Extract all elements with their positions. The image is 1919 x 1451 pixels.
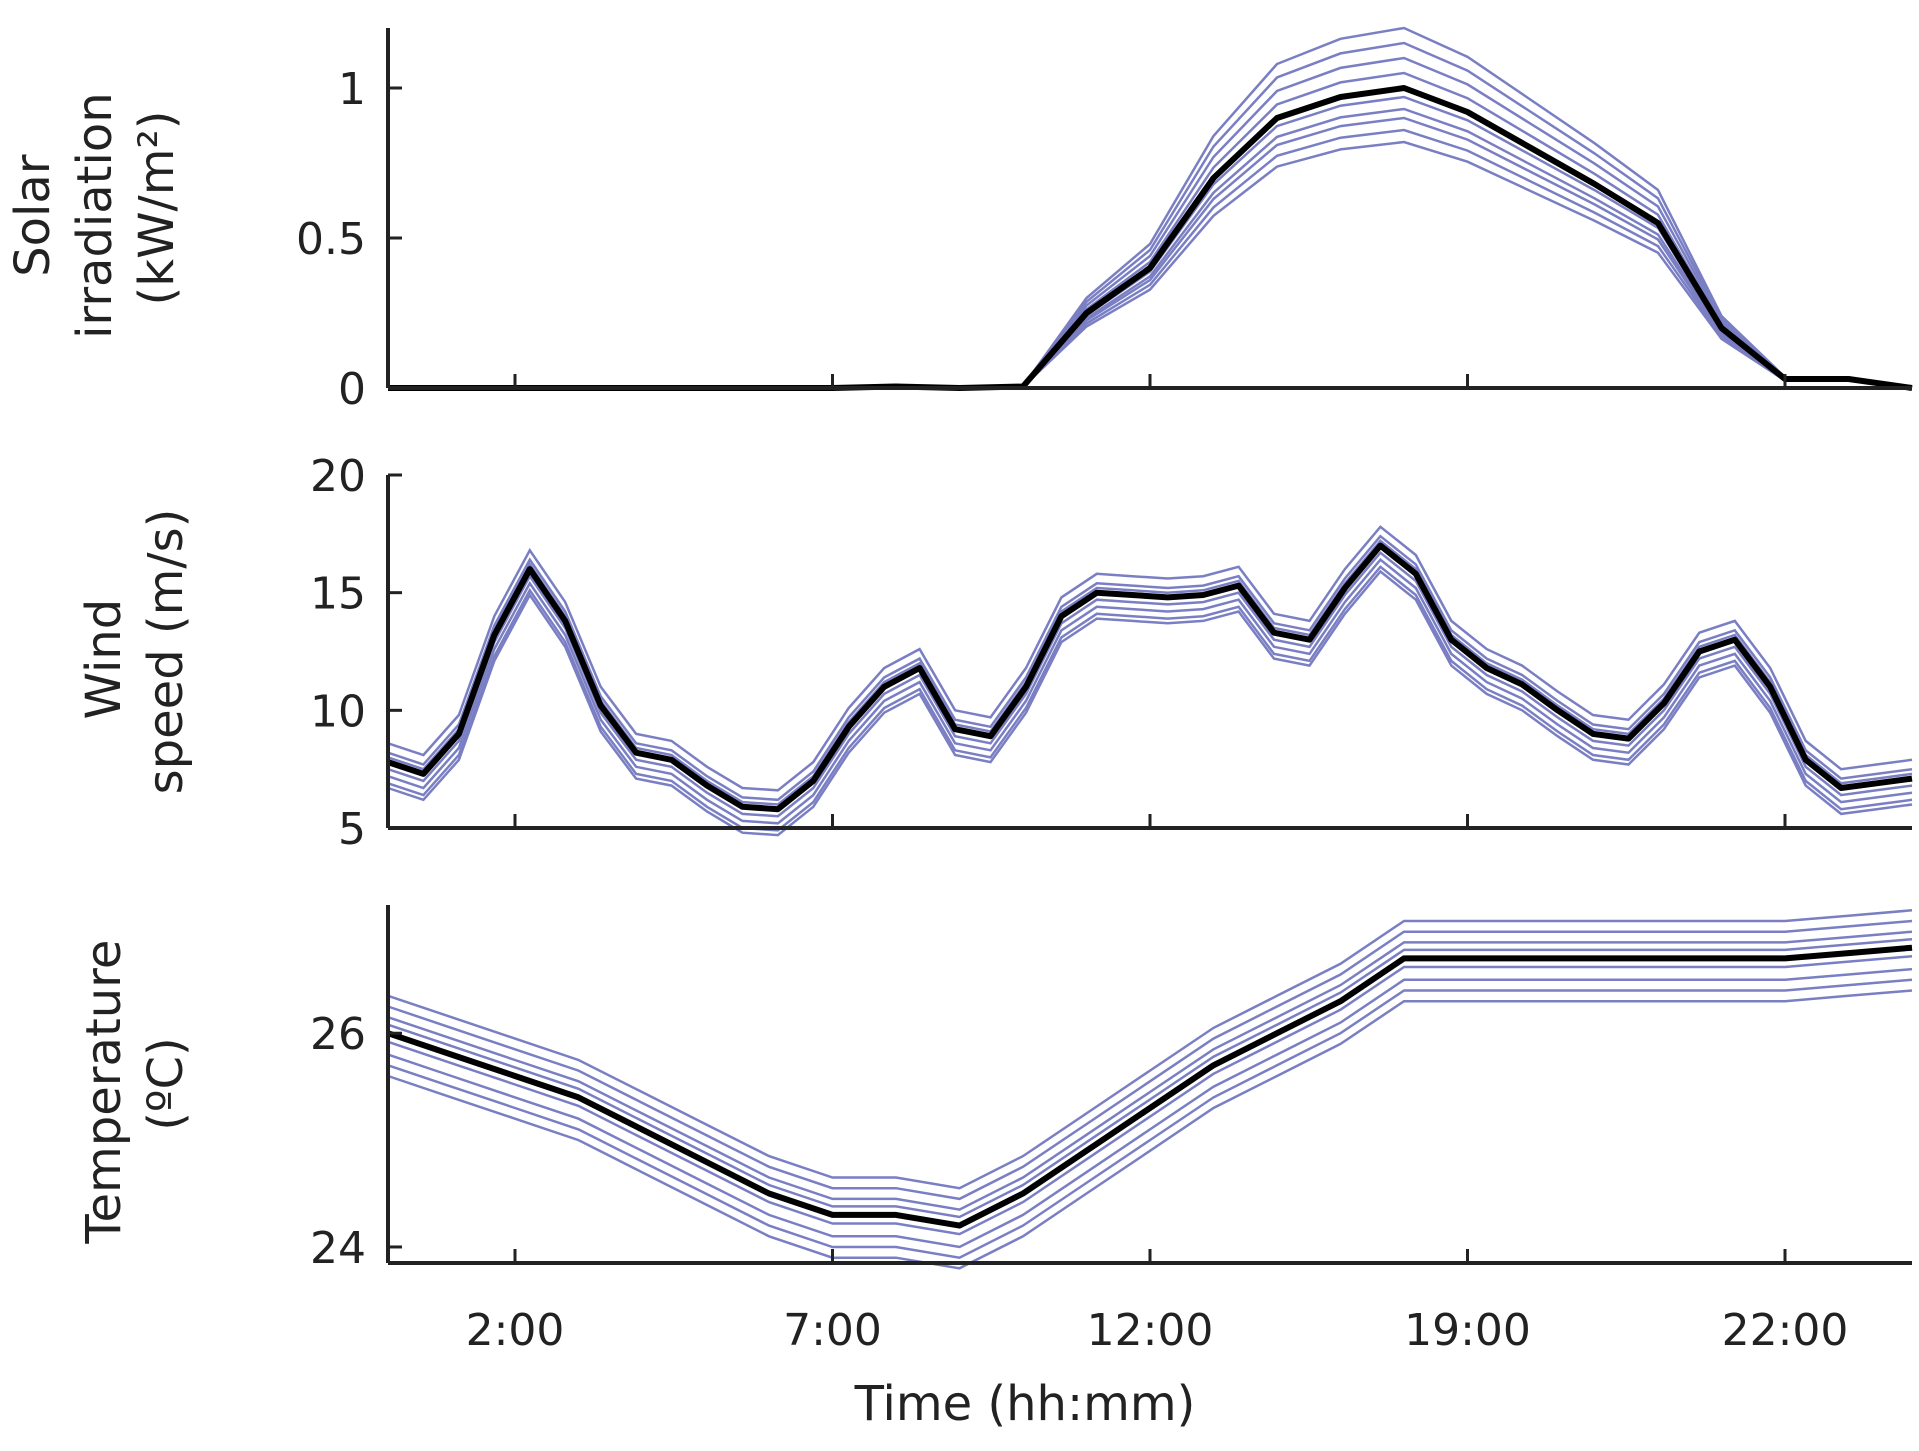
wind-y-ticks: 5 10 15 20: [310, 451, 402, 855]
scenario-line: [388, 71, 1913, 390]
y-tick-label: 5: [338, 804, 366, 855]
wind-speed-panel: 5 10 15 20 Wind speed (m/s): [76, 451, 1913, 855]
scenario-line: [387, 919, 1913, 1201]
scenario-line: [387, 539, 1913, 806]
scenario-line: [387, 525, 1913, 792]
y-tick-label: 15: [310, 569, 366, 620]
y-tick-label: 1: [338, 64, 366, 115]
temperature-panel: 24 26 2:00 7:00 12:00 19:00 22:00 Temperature…: [76, 905, 1913, 1356]
scenario-line: [388, 26, 1913, 390]
scenario-line: [388, 56, 1913, 390]
wind-ylabel-line-2: speed (m/s): [138, 509, 194, 795]
scenario-line: [387, 937, 1913, 1219]
x-tick-label: 19:00: [1404, 1305, 1531, 1356]
solar-ylabel-line-2: irradiation: [67, 92, 123, 339]
solar-ylabel-line-1: Solar: [5, 154, 61, 277]
temperature-scenario-lines: [387, 909, 1913, 1270]
x-tick-label: 22:00: [1722, 1305, 1849, 1356]
scenario-line: [387, 557, 1913, 825]
wind-ylabel-line-1: Wind: [76, 599, 132, 720]
scenario-line: [387, 989, 1913, 1270]
temperature-ylabel-line-2: (ºC): [138, 1037, 194, 1131]
scenario-line: [387, 565, 1913, 832]
x-tick-label: 12:00: [1087, 1305, 1214, 1356]
y-tick-label: 0.5: [296, 214, 366, 265]
mean-line: [387, 542, 1913, 813]
x-axis-title: Time (hh:mm): [854, 1376, 1196, 1432]
solar-irradiation-panel: 00.51 Solar irradiation (kW/m²): [5, 26, 1913, 415]
solar-x-ticks: [513, 374, 1787, 388]
scenario-line: [387, 909, 1913, 1190]
scenario-line: [387, 930, 1913, 1211]
scenario-line: [387, 569, 1913, 837]
wind-x-ticks: [513, 814, 1787, 828]
wind-mean-line-group: [387, 542, 1913, 813]
temperature-ylabel-line-1: Temperature: [76, 940, 132, 1245]
temperature-y-ticks: 24 26: [310, 1009, 402, 1274]
scenario-line: [387, 967, 1913, 1249]
y-tick-label: 20: [310, 451, 366, 502]
temperature-y-axis-label: Temperature (ºC): [76, 924, 194, 1244]
scenario-line: [387, 978, 1913, 1260]
y-tick-label: 24: [310, 1223, 366, 1274]
temperature-mean-line-group: [387, 944, 1913, 1229]
solar-ylabel-line-3: (kW/m²): [129, 111, 185, 306]
solar-y-axis-label: Solar irradiation (kW/m²): [5, 77, 185, 339]
y-tick-label: 10: [310, 686, 366, 737]
scenario-line: [387, 955, 1913, 1236]
shared-x-tick-labels: 2:00 7:00 12:00 19:00 22:00: [466, 1305, 1849, 1356]
mean-line: [387, 944, 1913, 1229]
wind-scenario-lines: [387, 525, 1913, 837]
x-tick-label: 2:00: [466, 1305, 565, 1356]
temperature-x-ticks: [513, 1249, 1787, 1263]
x-tick-label: 7:00: [783, 1305, 882, 1356]
y-tick-label: 0: [338, 364, 366, 415]
y-tick-label: 26: [310, 1009, 366, 1060]
wind-y-axis-label: Wind speed (m/s): [76, 509, 194, 795]
solar-y-ticks: 00.51: [296, 64, 402, 415]
solar-scenario-lines: [388, 26, 1913, 390]
scenario-line: [387, 534, 1913, 802]
scenario-line: [388, 41, 1913, 390]
scenario-line: [387, 550, 1913, 818]
